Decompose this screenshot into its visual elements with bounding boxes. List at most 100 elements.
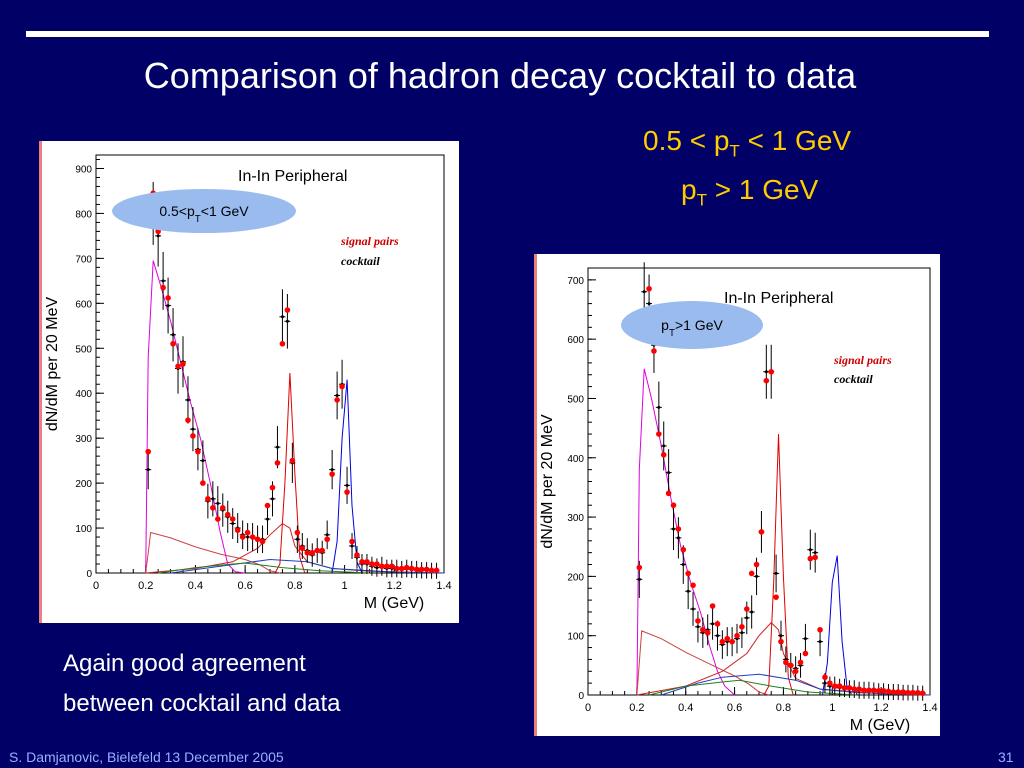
curve-eta-prime [661, 673, 931, 696]
y-tick-label: 700 [75, 254, 92, 265]
signal-pair-point [403, 564, 410, 571]
signal-pair-point [670, 502, 677, 509]
data-point [285, 319, 289, 323]
signal-pair-point [369, 561, 375, 567]
data-point [280, 315, 284, 319]
signal-pair-point [890, 689, 897, 695]
y-tick-label: 200 [75, 479, 92, 490]
signal-pair-point [200, 480, 206, 486]
x-tick-label: 0.8 [776, 702, 791, 714]
data-point [266, 517, 270, 521]
data-point [211, 497, 215, 501]
x-tick-label: 0.4 [188, 580, 203, 592]
data-point [696, 625, 700, 629]
signal-pair-point [319, 547, 326, 554]
data-point [350, 544, 354, 548]
signal-pair-point [170, 340, 176, 347]
signal-pair-point [349, 538, 355, 545]
y-tick-label: 900 [75, 164, 92, 175]
signal-pair-point [354, 552, 360, 558]
curve-eta-prime-dalitz [648, 679, 857, 696]
signal-pair-point [656, 431, 662, 437]
data-point [201, 459, 205, 463]
signal-pair-point [269, 484, 276, 491]
note-line-1: Again good agreement [63, 650, 306, 677]
signal-pair-point [841, 685, 848, 691]
curve-omega [274, 372, 306, 574]
data-point [715, 634, 719, 638]
signal-pair-point [758, 529, 765, 535]
data-point [691, 607, 695, 611]
signal-pair-point [379, 563, 385, 570]
signal-pair-point [364, 558, 370, 565]
signal-pair-point [314, 547, 321, 554]
data-point [146, 468, 150, 472]
signal-pair-point [239, 534, 246, 540]
signal-pair-point [827, 680, 833, 686]
y-tick-label: 0 [86, 569, 92, 580]
x-tick-label: 1.2 [873, 702, 888, 714]
signal-pair-point [304, 549, 311, 556]
signal-pair-point [739, 623, 745, 630]
signal-pair-point [324, 536, 330, 543]
data-point [662, 444, 666, 448]
signal-pair-point [704, 629, 711, 636]
data-point [330, 468, 334, 472]
legend-cocktail: cocktail [834, 372, 873, 386]
y-tick-label: 100 [567, 632, 584, 643]
signal-pair-point [254, 536, 261, 543]
data-point [335, 393, 339, 397]
signal-pair-point [665, 490, 672, 497]
x-tick-label: 0.2 [629, 702, 644, 714]
legend-signal-pairs: signal pairs [833, 353, 892, 367]
signal-pair-point [205, 496, 211, 502]
signal-pair-point [195, 448, 201, 455]
x-tick-label: 1 [829, 702, 835, 714]
legend-signal-pairs: signal pairs [340, 234, 399, 248]
data-point [275, 445, 279, 449]
signal-pair-point [389, 563, 395, 570]
y-tick-label: 400 [567, 454, 584, 465]
data-point [779, 634, 783, 638]
data-point [657, 405, 661, 409]
data-point [216, 501, 220, 505]
signal-pair-point [695, 618, 701, 624]
signal-pair-point [165, 295, 171, 301]
signal-pair-point [871, 687, 877, 694]
chart-panel-low-pt: 0 0.2 0.4 0.6 0.8 1 1.2 1.4 0 100 200 300 400 500 600 7… [39, 141, 459, 623]
curve-omega [763, 434, 794, 696]
signal-pair-point [905, 689, 911, 696]
signal-pair-point [880, 688, 887, 694]
signal-pair-point [919, 690, 926, 697]
range-label-low: 0.5 < pT < 1 GeV [643, 125, 852, 161]
data-point [750, 610, 754, 614]
signal-pair-point [792, 668, 799, 675]
signal-pair-point [210, 505, 216, 511]
data-point [745, 616, 749, 620]
signal-pair-point [778, 638, 784, 645]
y-tick-label: 500 [567, 394, 584, 405]
signal-pair-point [866, 687, 872, 694]
signal-pair-point [264, 502, 271, 509]
chart-title: In-In Peripheral [724, 290, 833, 307]
curve-eta-dalitz [636, 368, 735, 696]
signal-pair-point [856, 686, 862, 692]
signal-pair-point [709, 603, 716, 609]
chart-high-pt: 0 0.2 0.4 0.6 0.8 1 1.2 1.4 0 100 200 300 400 500 600 7… [539, 262, 938, 734]
x-axis-label: M (GeV) [850, 717, 910, 734]
y-axis-label: dN/dM per 20 MeV [44, 297, 61, 432]
footer-author: S. Damjanovic, Bielefeld 13 December 200… [9, 749, 284, 765]
data-point [818, 640, 822, 644]
signal-pair-point [822, 674, 828, 681]
top-rule [26, 31, 989, 37]
curve-eta-prime-dalitz [158, 562, 370, 574]
signal-pair-point [895, 689, 902, 695]
data-point [711, 622, 715, 626]
signal-pair-point [418, 566, 425, 573]
signal-pair-point [433, 567, 440, 574]
y-tick-label: 600 [75, 299, 92, 310]
signal-pair-point [773, 594, 779, 600]
signal-pair-point [175, 363, 181, 370]
signal-pair-point [244, 529, 251, 536]
signal-pair-point [398, 565, 405, 572]
